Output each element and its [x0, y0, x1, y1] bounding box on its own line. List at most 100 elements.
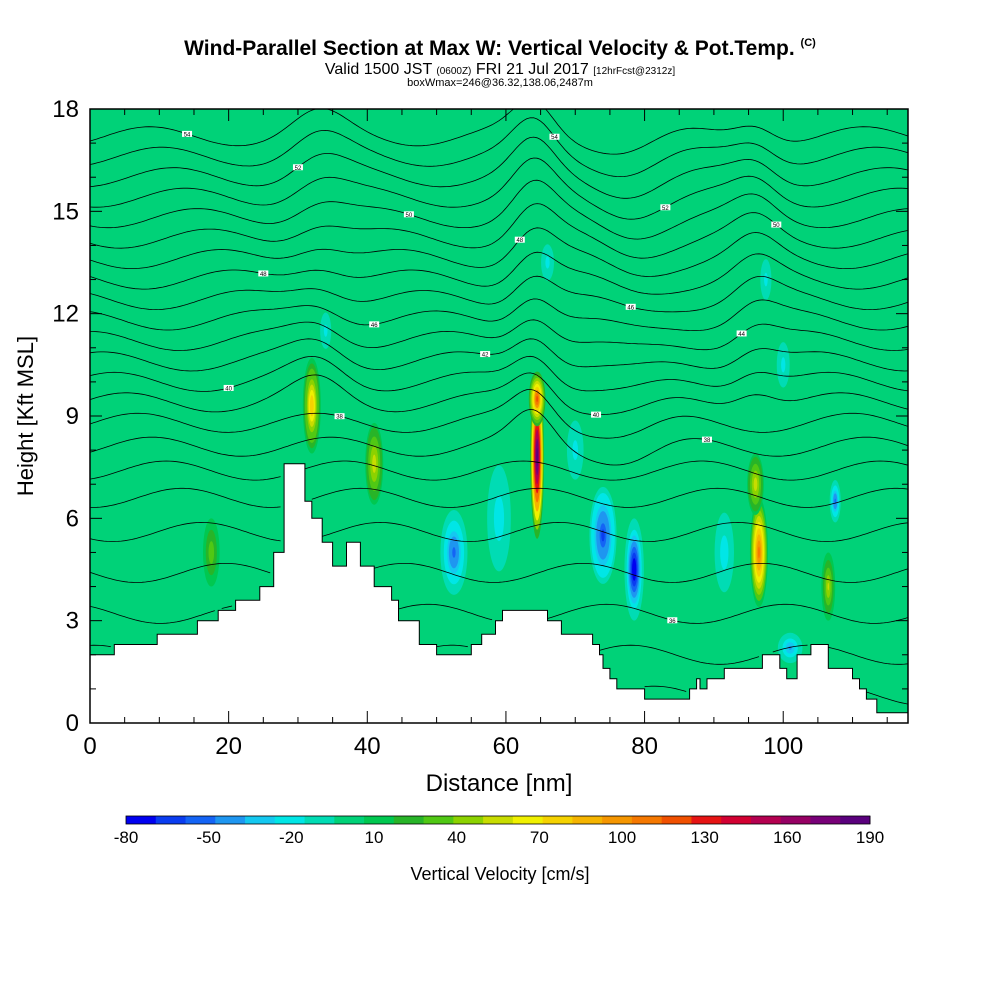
theta-label-box [549, 133, 560, 140]
theta-label-group: 46 [369, 321, 380, 329]
y-tick-label: 0 [66, 710, 79, 737]
colorbar-tick-label: 40 [447, 828, 466, 847]
x-tick-label: 100 [763, 733, 803, 760]
theta-label: 50 [406, 213, 413, 219]
w-cell-13 [483, 450, 515, 587]
theta-label-box [660, 204, 671, 211]
theta-label: 54 [551, 135, 558, 141]
w-band [310, 400, 313, 412]
theta-label-box [369, 321, 380, 328]
w-cell-6 [821, 552, 836, 621]
x-tick-label: 40 [354, 733, 381, 760]
w-band [782, 361, 785, 369]
colorbar-tick-label: 10 [365, 828, 384, 847]
w-band [764, 276, 767, 283]
theta-label-box [667, 617, 678, 624]
w-cell-0 [302, 358, 321, 454]
colorbar [125, 815, 871, 825]
y-tick-labels: 0 3 6 9 12 15 18 [52, 96, 79, 737]
w-cell-1 [365, 422, 384, 505]
theta-label-group: 52 [660, 204, 671, 212]
theta-label: 42 [482, 353, 489, 359]
theta-label: 52 [662, 206, 669, 212]
y-tick-label: 18 [52, 96, 79, 123]
y-tick-label: 15 [52, 198, 79, 225]
theta-label: 44 [738, 332, 745, 338]
theta-label-group: 38 [334, 413, 345, 421]
valid-time: Valid 1500 JST [324, 61, 432, 78]
y-tick-label: 6 [66, 505, 79, 532]
w-cell-11 [828, 477, 842, 526]
potential-temperature-contours: 36 38 38 40 40 42 44 46 46 48 48 50 50 52 52 54 54 [90, 109, 908, 705]
w-band [452, 547, 456, 558]
colorbar-tick-label: 190 [856, 828, 884, 847]
x-tick-labels: 0 20 40 60 80 100 [83, 733, 803, 760]
chart-subtitle: Valid 1500 JST (0600Z) FRI 21 Jul 2017 [… [0, 61, 1000, 79]
theta-contour [90, 563, 908, 583]
theta-contour [90, 203, 908, 259]
theta-contour [90, 338, 908, 372]
plot-area: 36 38 38 40 40 42 44 46 46 48 48 50 50 52 52 54 54 [90, 109, 908, 723]
x-axis-label: Distance [nm] [426, 770, 573, 797]
w-cell-5 [747, 453, 764, 515]
w-band [757, 546, 760, 559]
colorbar-swatch [274, 816, 306, 824]
colorbar-swatch [572, 816, 603, 824]
theta-contour [90, 251, 908, 295]
w-cell-3 [528, 371, 546, 427]
theta-label-box [403, 211, 414, 218]
theta-label-group: 50 [771, 221, 782, 229]
x-tick-label: 60 [493, 733, 520, 760]
w-cell-15 [562, 405, 588, 495]
w-band [210, 548, 213, 557]
theta-label-group: 36 [667, 617, 678, 625]
theta-contour [90, 109, 908, 155]
colorbar-swatch [245, 816, 276, 824]
w-cell-17 [537, 235, 558, 290]
colorbar-tick-label: 70 [530, 828, 549, 847]
w-cell-9 [587, 480, 619, 590]
colorbar-tick-label: -80 [114, 828, 139, 847]
theta-label-group: 38 [701, 436, 712, 444]
theta-label: 40 [225, 386, 232, 392]
theta-contour [90, 136, 908, 199]
w-band [497, 510, 501, 526]
theta-label-box [223, 384, 234, 391]
theta-label-box [292, 164, 303, 171]
w-cell-10 [624, 518, 644, 621]
x-tick-label: 80 [631, 733, 658, 760]
theta-label: 48 [260, 272, 267, 278]
colorbar-tick-label: 130 [690, 828, 718, 847]
theta-label-group: 42 [480, 351, 491, 359]
w-band [722, 546, 726, 559]
theta-contour [90, 603, 908, 624]
colorbar-swatch [810, 816, 841, 824]
y-tick-label: 12 [52, 301, 79, 328]
w-band [536, 395, 539, 402]
theta-label-group: 44 [736, 330, 747, 338]
theta-contour [90, 298, 908, 332]
colorbar-tick-labels: -80 -50 -20 10 40 70 100 130 160 190 [114, 828, 884, 847]
theta-label: 46 [627, 305, 634, 311]
theta-label-box [334, 413, 345, 420]
w-cell-18 [757, 248, 775, 311]
copyright-mark: (C) [800, 37, 816, 49]
theta-label: 50 [773, 223, 780, 229]
colorbar-swatch [602, 816, 633, 824]
theta-label: 38 [336, 415, 343, 421]
w-cell-14 [711, 501, 737, 604]
colorbar-swatch [334, 816, 365, 824]
w-cell-16 [317, 303, 335, 359]
y-tick-label: 9 [66, 403, 79, 430]
valid-utc: (0600Z) [436, 66, 472, 77]
theta-contour [90, 372, 908, 415]
w-band [373, 459, 376, 469]
theta-label: 52 [295, 166, 302, 172]
theta-label-box [258, 270, 269, 277]
colorbar-swatch [661, 816, 692, 824]
x-tick-label: 20 [215, 733, 242, 760]
theta-contour [90, 408, 908, 466]
colorbar-swatch [185, 816, 216, 824]
